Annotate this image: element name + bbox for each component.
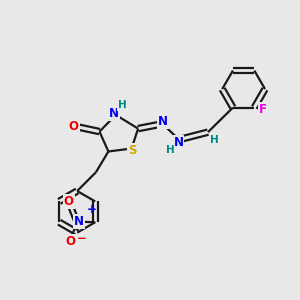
- Text: −: −: [77, 232, 87, 245]
- Text: N: N: [173, 136, 184, 149]
- Text: O: O: [69, 120, 79, 133]
- Text: O: O: [64, 195, 74, 208]
- Text: H: H: [166, 145, 175, 155]
- Text: +: +: [87, 203, 97, 216]
- Text: O: O: [65, 235, 75, 248]
- Text: F: F: [259, 103, 267, 116]
- Text: N: N: [109, 107, 119, 120]
- Text: N: N: [74, 215, 84, 228]
- Text: H: H: [210, 136, 219, 146]
- Text: N: N: [158, 115, 168, 128]
- Text: S: S: [128, 143, 136, 157]
- Text: H: H: [118, 100, 127, 110]
